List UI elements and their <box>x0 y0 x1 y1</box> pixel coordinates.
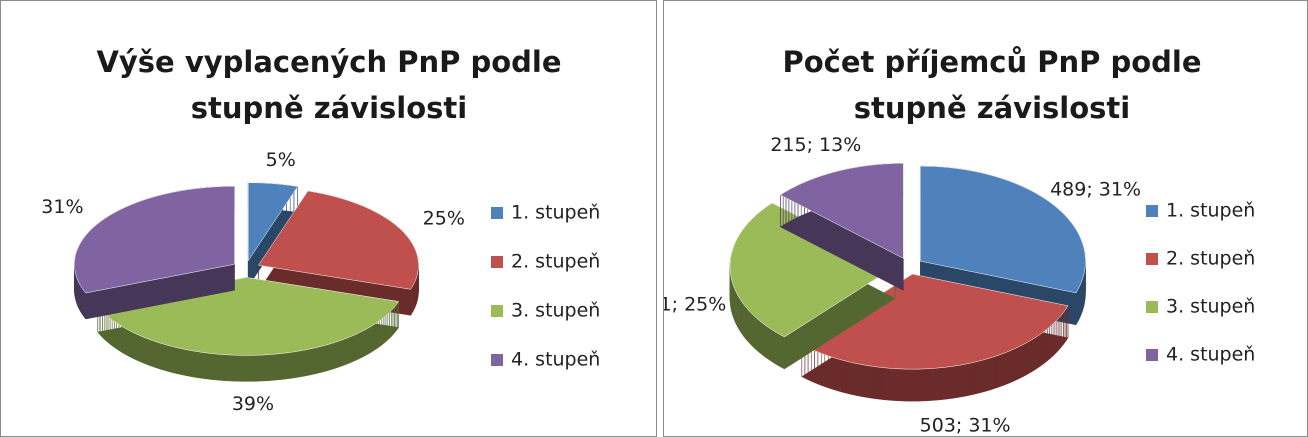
data-label: 31% <box>41 196 83 218</box>
pie-slice <box>779 163 904 291</box>
legend-swatch <box>491 207 503 219</box>
legend-label: 4. stupeň <box>511 349 600 371</box>
chart-panel: 5% 25% 39% 31% 1. stupeň 2. stupeň 3. stupeň 4.… <box>0 0 657 437</box>
legend-swatch <box>1146 253 1158 265</box>
slice-top <box>801 273 1069 370</box>
legend-swatch <box>1146 301 1158 313</box>
legend-label: 3. stupeň <box>1166 296 1255 318</box>
slice-top <box>74 186 235 294</box>
data-label: 401; 25% <box>664 293 726 315</box>
pie-slice <box>74 186 235 320</box>
legend-label: 1. stupeň <box>511 202 600 224</box>
legend-label: 3. stupeň <box>511 300 600 322</box>
legend-swatch <box>491 354 503 366</box>
data-label: 489; 31% <box>1050 178 1141 200</box>
legend-label: 4. stupeň <box>1166 344 1255 366</box>
legend-swatch <box>491 256 503 268</box>
slice-top <box>779 163 904 259</box>
data-label: 503; 31% <box>920 414 1011 436</box>
data-label: 215; 13% <box>770 134 861 156</box>
legend-swatch <box>1146 205 1158 217</box>
data-label: 5% <box>266 149 296 171</box>
legend-label: 1. stupeň <box>1166 200 1255 222</box>
pie-slice <box>258 190 419 317</box>
slice-top <box>247 182 299 262</box>
data-label: 39% <box>232 393 274 415</box>
chart-title: Počet příjemců PnP podle stupně závislos… <box>782 45 1202 125</box>
chart-panel: 489; 31% 503; 31% 401; 25% 215; 13% 1. stupe… <box>663 0 1308 437</box>
legend-label: 2. stupeň <box>1166 248 1255 270</box>
chart: 5% 25% 39% 31% 1. stupeň 2. stupeň 3. stupeň 4.… <box>41 149 600 415</box>
legend-swatch <box>1146 349 1158 361</box>
legend-label: 2. stupeň <box>511 251 600 273</box>
data-label: 25% <box>423 208 465 230</box>
chart-title: Výše vyplacených PnP podle stupně závisl… <box>96 45 562 125</box>
pie-slice <box>247 182 299 288</box>
slice-top <box>920 165 1086 294</box>
slice-top <box>729 202 896 338</box>
chart: 489; 31% 503; 31% 401; 25% 215; 13% 1. stupe… <box>664 134 1255 436</box>
legend-swatch <box>491 305 503 317</box>
slice-top <box>258 190 419 290</box>
